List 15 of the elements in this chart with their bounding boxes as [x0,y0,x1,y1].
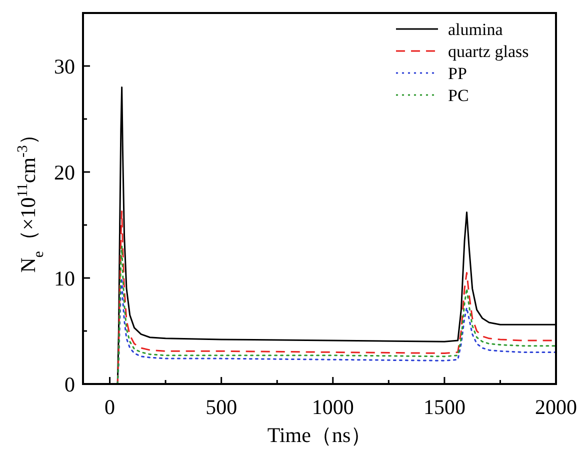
legend-label: alumina [448,20,504,39]
x-tick-label: 1000 [312,395,354,419]
line-series [116,245,557,385]
y-tick-label: 30 [54,54,75,78]
x-tick-label: 2000 [535,395,577,419]
y-tick-label: 20 [54,160,75,184]
legend-label: quartz glass [448,42,529,61]
x-tick-label: 0 [104,395,116,419]
x-tick-label: 500 [206,395,238,419]
x-axis-title: Time（ns） [267,423,372,447]
legend-label: PP [448,64,467,83]
y-tick-label: 10 [54,266,75,290]
legend-label: PC [448,86,469,105]
y-tick-label: 0 [64,372,75,396]
x-tick-label: 1500 [423,395,466,419]
